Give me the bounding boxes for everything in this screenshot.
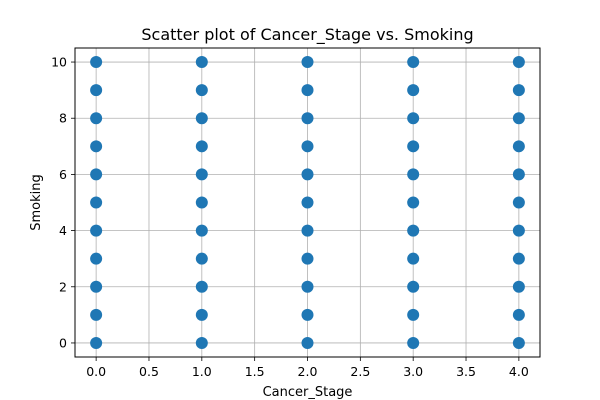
axis-ticks: 0.0 0.5 1.0 1.5 2.0 2.5 3.0 3.5 4.0 0 2 4 6 8 10 <box>51 55 529 379</box>
data-point <box>90 280 103 293</box>
data-point <box>407 308 420 321</box>
data-point <box>90 56 103 69</box>
data-point <box>90 140 103 153</box>
y-tick-label: 10 <box>51 55 67 70</box>
data-point <box>407 112 420 125</box>
data-point <box>90 112 103 125</box>
data-point <box>195 112 208 125</box>
y-tick-label: 4 <box>59 223 67 238</box>
data-point <box>195 252 208 265</box>
data-point <box>301 168 314 181</box>
data-point <box>195 280 208 293</box>
data-point <box>195 140 208 153</box>
data-point <box>90 84 103 97</box>
data-point <box>512 84 525 97</box>
data-point <box>407 56 420 69</box>
data-point <box>407 168 420 181</box>
data-point <box>301 196 314 209</box>
data-points <box>90 56 525 349</box>
data-point <box>512 252 525 265</box>
data-point <box>195 224 208 237</box>
data-point <box>195 308 208 321</box>
data-point <box>512 112 525 125</box>
x-tick-label: 3.5 <box>456 364 476 379</box>
data-point <box>90 196 103 209</box>
data-point <box>195 84 208 97</box>
chart-title: Scatter plot of Cancer_Stage vs. Smoking <box>141 25 473 45</box>
data-point <box>512 280 525 293</box>
data-point <box>512 336 525 349</box>
x-tick-label: 4.0 <box>509 364 529 379</box>
y-axis-title: Smoking <box>29 174 44 231</box>
y-tick-label: 0 <box>59 335 67 350</box>
data-point <box>407 280 420 293</box>
data-point <box>512 56 525 69</box>
data-point <box>301 336 314 349</box>
data-point <box>512 224 525 237</box>
data-point <box>512 308 525 321</box>
data-point <box>407 252 420 265</box>
data-point <box>301 280 314 293</box>
data-point <box>90 308 103 321</box>
data-point <box>195 168 208 181</box>
data-point <box>407 336 420 349</box>
data-point <box>301 308 314 321</box>
data-point <box>90 224 103 237</box>
data-point <box>195 196 208 209</box>
data-point <box>512 168 525 181</box>
data-point <box>301 56 314 69</box>
x-tick-label: 1.0 <box>192 364 212 379</box>
data-point <box>407 140 420 153</box>
data-point <box>195 336 208 349</box>
data-point <box>407 196 420 209</box>
data-point <box>301 140 314 153</box>
x-tick-label: 1.5 <box>245 364 265 379</box>
x-tick-label: 0.5 <box>139 364 159 379</box>
x-tick-label: 3.0 <box>403 364 423 379</box>
data-point <box>90 336 103 349</box>
x-axis-title: Cancer_Stage <box>263 385 353 400</box>
data-point <box>301 252 314 265</box>
data-point <box>301 112 314 125</box>
data-point <box>407 224 420 237</box>
y-tick-label: 2 <box>59 279 67 294</box>
x-tick-label: 2.5 <box>350 364 370 379</box>
data-point <box>301 224 314 237</box>
data-point <box>512 140 525 153</box>
y-tick-label: 6 <box>59 167 67 182</box>
data-point <box>90 252 103 265</box>
x-tick-label: 0.0 <box>86 364 106 379</box>
data-point <box>301 84 314 97</box>
data-point <box>195 56 208 69</box>
y-tick-label: 8 <box>59 111 67 126</box>
data-point <box>90 168 103 181</box>
x-tick-label: 2.0 <box>298 364 318 379</box>
data-point <box>512 196 525 209</box>
data-point <box>407 84 420 97</box>
